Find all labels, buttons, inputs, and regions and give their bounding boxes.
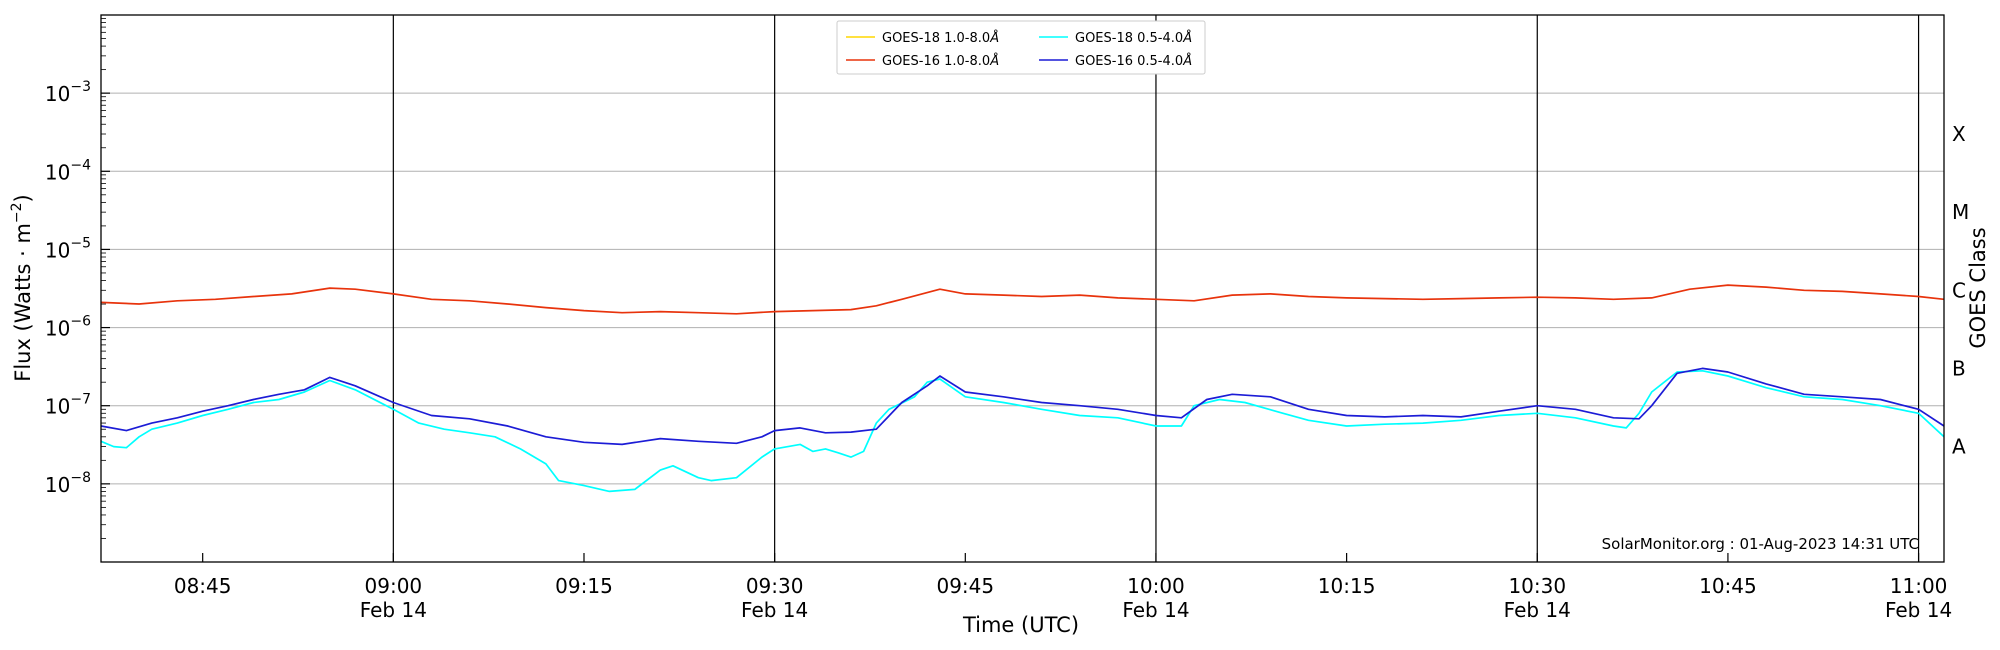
plot-frame [100,14,1945,563]
series-lines [100,284,1945,493]
x-tick-date-label: Feb 14 [1885,598,1952,622]
x-tick-date-label: Feb 14 [1504,598,1571,622]
y-tick-label: 10−7 [45,392,91,419]
goes-class-x: X [1952,122,1966,146]
x-tick-label: 09:15 [555,574,613,598]
x-tick-label: 09:30 [746,574,804,598]
x-tick-label: 10:00 [1127,574,1185,598]
x-axis-label: Time (UTC) [962,613,1079,637]
legend-label-goes18-long: GOES-18 1.0-8.0Å [882,30,999,46]
date-boundary-lines [392,15,1920,562]
y-tick-label: 10−3 [45,79,91,106]
y-tick-label: 10−5 [45,235,91,262]
x-tick-label: 10:30 [1508,574,1566,598]
x-tick-label: 09:45 [936,574,994,598]
legend-label-goes18-short: GOES-18 0.5-4.0Å [1075,30,1192,46]
goes-class-b: B [1952,356,1966,380]
x-tick-date-label: Feb 14 [1122,598,1189,622]
x-tick-label: 11:00 [1890,574,1948,598]
series-line-goes-18-0-5-4-0 [100,369,1945,493]
series-line-goes-16-1-0-8-0 [100,284,1945,315]
goes-class-m: M [1952,200,1969,224]
y-axis-ticks: 10−8 10−7 10−6 10−5 10−4 10−3 [45,18,110,539]
legend-label-goes16-short: GOES-16 0.5-4.0Å [1075,53,1192,69]
x-tick-label: 10:15 [1318,574,1376,598]
x-tick-date-label: Feb 14 [741,598,808,622]
goes-class-labels: A B C M X [1952,122,1969,459]
x-tick-date-label: Feb 14 [360,598,427,622]
legend-label-goes16-long: GOES-16 1.0-8.0Å [882,53,999,69]
y-tick-label: 10−4 [45,157,91,184]
right-axis-label: GOES Class [1966,227,1990,348]
credit-text: SolarMonitor.org : 01-Aug-2023 14:31 UTC [1602,535,1919,553]
y-axis-label: Flux (Watts · m−2) [9,194,35,382]
goes-class-c: C [1952,278,1966,302]
series-line-goes-16-0-5-4-0 [100,367,1945,446]
x-tick-label: 08:45 [174,574,232,598]
goes-class-a: A [1952,435,1966,459]
legend-box [836,20,1206,75]
x-tick-label: 10:45 [1699,574,1757,598]
legend: GOES-18 1.0-8.0Å GOES-16 1.0-8.0Å GOES-1… [836,20,1206,75]
y-tick-label: 10−8 [45,470,91,497]
y-tick-label: 10−6 [45,314,91,341]
x-tick-label: 09:00 [365,574,423,598]
